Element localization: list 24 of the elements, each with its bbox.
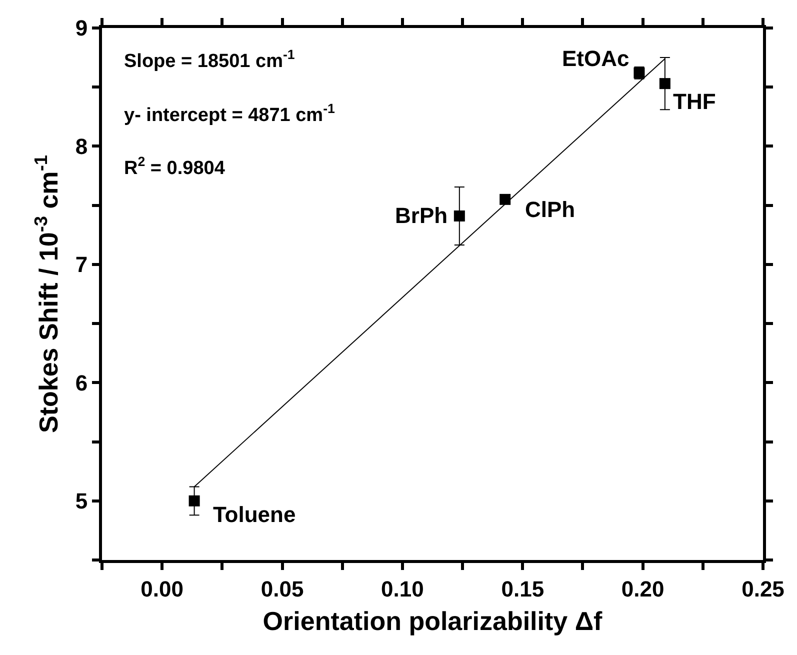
annotation: BrPh bbox=[395, 203, 448, 228]
annotation: R$^{2}$ = 0.9804 bbox=[124, 154, 226, 179]
x-tick-label: 0.00 bbox=[140, 576, 184, 602]
annotation: Toluene bbox=[213, 502, 296, 527]
y-tick-label: 6 bbox=[75, 370, 88, 396]
x-tick-label: 0.20 bbox=[621, 576, 664, 602]
point bbox=[454, 210, 465, 222]
point bbox=[659, 78, 670, 90]
annotation: EtOAc bbox=[562, 46, 630, 71]
y-tick-label: 9 bbox=[75, 16, 88, 41]
annotation: Slope = 18501 cm$^{-1}$ bbox=[124, 47, 296, 72]
y-tick-label: 7 bbox=[75, 252, 88, 278]
y-tick-label: 8 bbox=[75, 134, 88, 159]
annotation: THF bbox=[673, 89, 716, 114]
annotation: y- intercept = 4871 cm$^{-1}$ bbox=[124, 101, 336, 126]
x-tick-label: 0.10 bbox=[381, 576, 424, 602]
x-axis-title: Orientation polarizability Δf bbox=[262, 606, 603, 636]
annotation: ClPh bbox=[525, 197, 576, 222]
point bbox=[500, 194, 511, 205]
x-tick-label: 0.15 bbox=[501, 576, 544, 602]
point bbox=[188, 495, 200, 506]
x-tick-label: 0.05 bbox=[260, 576, 304, 602]
x-tick-label: 0.25 bbox=[742, 576, 784, 602]
y-tick-label: 5 bbox=[75, 488, 88, 514]
